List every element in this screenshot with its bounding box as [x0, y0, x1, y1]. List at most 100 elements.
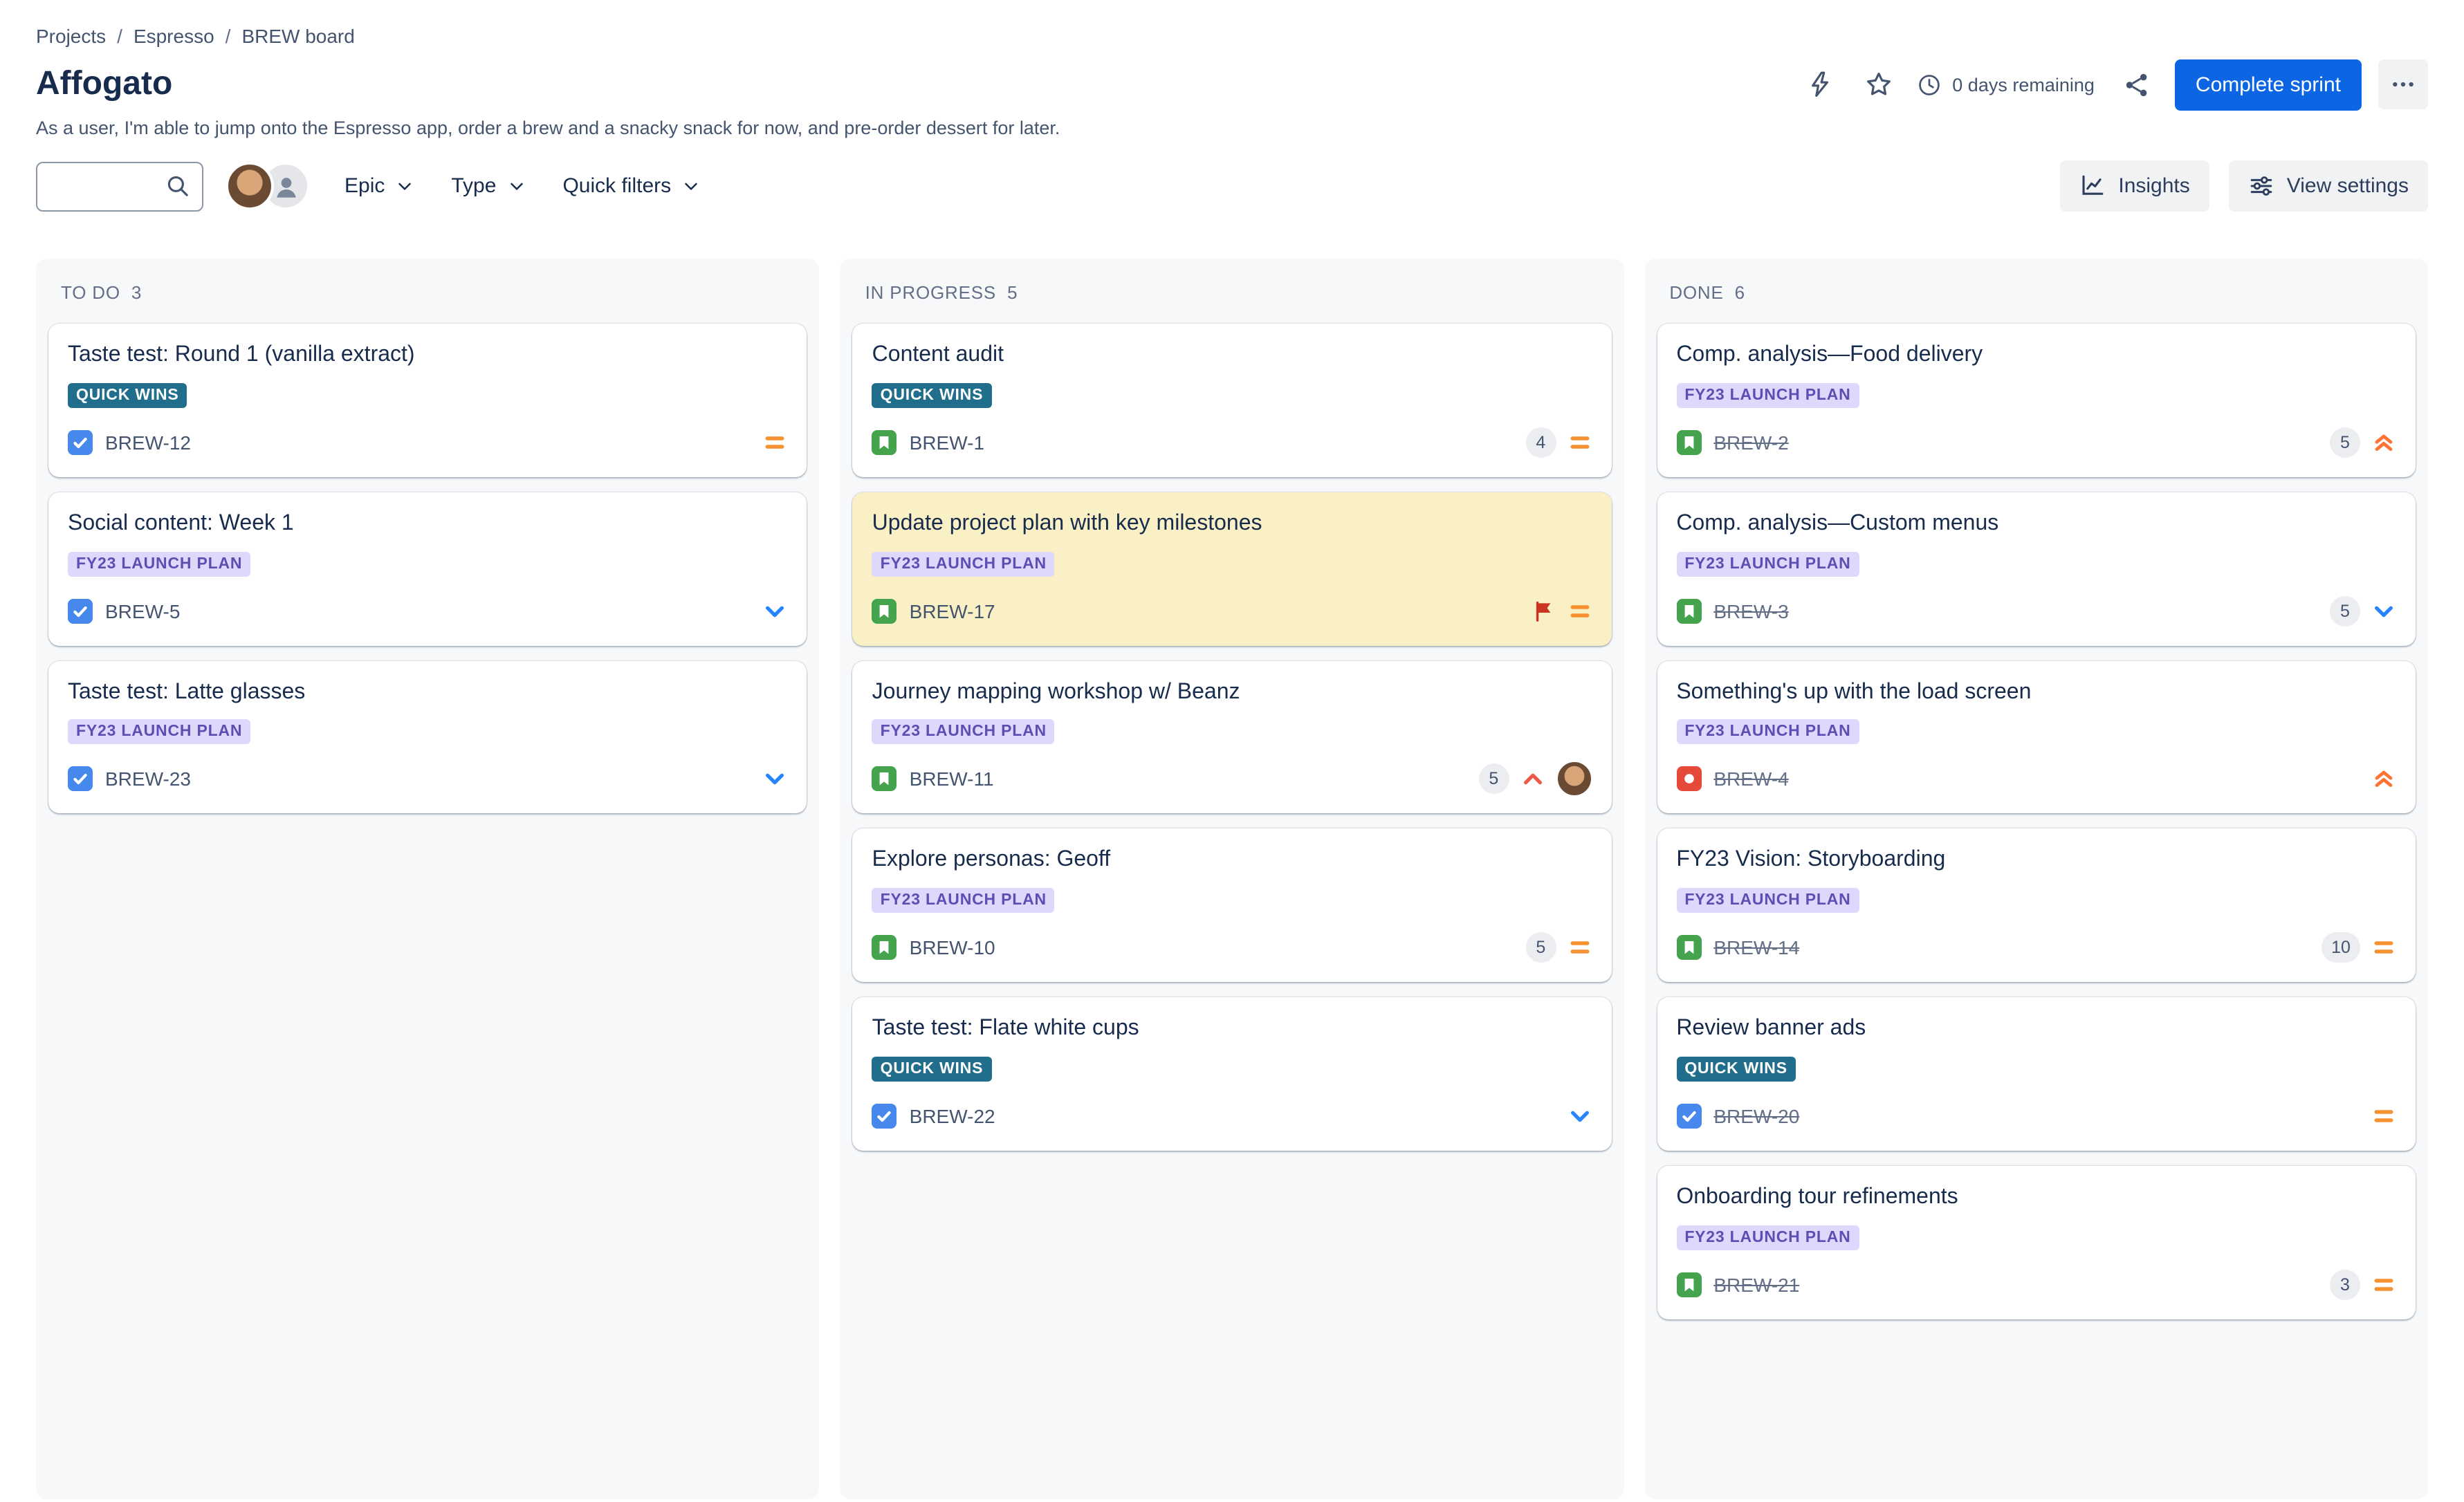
epic-badge: FY23 LAUNCH PLAN [68, 551, 251, 577]
task-icon [68, 598, 93, 624]
epic-filter-label: Epic [344, 174, 385, 198]
card-footer: BREW-23 [68, 763, 788, 796]
chevron-down-icon [506, 176, 526, 196]
breadcrumb-projects[interactable]: Projects [36, 25, 107, 47]
priority-medium-icon [1567, 935, 1592, 960]
epic-badge: FY23 LAUNCH PLAN [1676, 382, 1859, 408]
priority-low-icon [763, 767, 788, 792]
issue-title: Something's up with the load screen [1676, 680, 2032, 704]
column-header: DONE 6 [1644, 259, 2428, 314]
more-icon[interactable] [2378, 59, 2428, 109]
estimate-badge: 5 [1478, 763, 1509, 795]
column-count: 3 [131, 282, 142, 303]
board-column-inprogress: IN PROGRESS 5 Content audit QUICK WINS B… [840, 259, 1624, 1499]
assignee-avatar[interactable] [1556, 761, 1592, 797]
priority-medium-icon [2371, 935, 2396, 960]
story-icon [872, 935, 897, 961]
issue-card[interactable]: Something's up with the load screen FY23… [1657, 660, 2416, 814]
search-box [36, 161, 203, 211]
card-footer: BREW-20 [1676, 1100, 2396, 1133]
column-title: DONE [1669, 282, 1724, 303]
lightning-icon[interactable] [1800, 64, 1841, 105]
story-icon [872, 766, 897, 792]
epic-badge: FY23 LAUNCH PLAN [872, 888, 1055, 914]
issue-card[interactable]: Explore personas: Geoff FY23 LAUNCH PLAN… [852, 828, 1612, 983]
card-footer: BREW-1 4 [872, 426, 1592, 459]
insights-label: Insights [2118, 174, 2190, 198]
issue-title: Journey mapping workshop w/ Beanz [872, 680, 1240, 704]
search-input[interactable] [36, 161, 203, 211]
column-header: IN PROGRESS 5 [840, 259, 1624, 314]
clock-icon [1916, 71, 1942, 98]
chevron-down-icon [681, 176, 701, 196]
priority-medium-icon [1567, 598, 1592, 623]
estimate-badge: 4 [1525, 427, 1556, 458]
star-icon[interactable] [1858, 64, 1900, 105]
story-icon [872, 598, 897, 624]
card-list: Taste test: Round 1 (vanilla extract) QU… [36, 314, 820, 826]
column-title: TO DO [61, 282, 120, 303]
quick-filters-dropdown[interactable]: Quick filters [547, 163, 717, 209]
priority-highest-icon [2371, 767, 2396, 792]
task-icon [68, 429, 93, 455]
unassigned-avatar[interactable] [261, 162, 310, 210]
issue-card[interactable]: Comp. analysis—Custom menus FY23 LAUNCH … [1657, 492, 2416, 646]
card-footer: BREW-4 [1676, 763, 2396, 796]
epic-badge: FY23 LAUNCH PLAN [872, 719, 1055, 745]
card-list: Comp. analysis—Food delivery FY23 LAUNCH… [1644, 314, 2428, 1332]
column-count: 5 [1007, 282, 1018, 303]
issue-card[interactable]: Journey mapping workshop w/ Beanz FY23 L… [852, 660, 1612, 814]
type-filter-dropdown[interactable]: Type [436, 163, 542, 209]
share-icon[interactable] [2117, 64, 2158, 105]
sprint-title: Affogato [36, 65, 173, 102]
issue-card[interactable]: Update project plan with key milestones … [852, 492, 1612, 646]
issue-title: Social content: Week 1 [68, 511, 294, 535]
issue-title: Comp. analysis—Food delivery [1676, 343, 1983, 367]
issue-card[interactable]: Taste test: Flate white cups QUICK WINS … [852, 997, 1612, 1151]
column-count: 6 [1734, 282, 1745, 303]
issue-title: Comp. analysis—Custom menus [1676, 511, 1999, 535]
priority-high-icon [1520, 767, 1545, 792]
view-settings-icon [2248, 173, 2274, 199]
issue-title: Explore personas: Geoff [872, 848, 1111, 872]
issue-card[interactable]: Taste test: Round 1 (vanilla extract) QU… [48, 324, 807, 477]
sprint-goal: As a user, I'm able to jump onto the Esp… [36, 118, 1060, 138]
board: TO DO 3 Taste test: Round 1 (vanilla ext… [0, 259, 2464, 1499]
complete-sprint-button[interactable]: Complete sprint [2174, 59, 2362, 110]
issue-card[interactable]: Social content: Week 1 FY23 LAUNCH PLAN … [48, 492, 807, 646]
issue-title: Taste test: Flate white cups [872, 1017, 1139, 1041]
column-header: TO DO 3 [36, 259, 820, 314]
issue-title: Taste test: Round 1 (vanilla extract) [68, 343, 415, 367]
avatar-generic-icon [270, 171, 301, 201]
issue-key: BREW-11 [909, 768, 994, 790]
epic-badge: QUICK WINS [872, 1056, 992, 1082]
issue-card[interactable]: Onboarding tour refinements FY23 LAUNCH … [1657, 1165, 2416, 1319]
issue-card[interactable]: Review banner ads QUICK WINS BREW-20 [1657, 997, 2416, 1151]
avatar-group [226, 162, 310, 210]
epic-filter-dropdown[interactable]: Epic [329, 163, 430, 209]
epic-badge: FY23 LAUNCH PLAN [1676, 719, 1859, 745]
days-remaining-label: 0 days remaining [1952, 74, 2095, 95]
estimate-badge: 3 [2329, 1269, 2360, 1300]
user-avatar[interactable] [226, 162, 274, 210]
breadcrumb-brew-board[interactable]: BREW board [241, 25, 355, 47]
issue-card[interactable]: Comp. analysis—Food delivery FY23 LAUNCH… [1657, 324, 2416, 477]
insights-button[interactable]: Insights [2060, 160, 2209, 212]
view-settings-button[interactable]: View settings [2228, 160, 2428, 212]
issue-card[interactable]: Taste test: Latte glasses FY23 LAUNCH PL… [48, 660, 807, 814]
epic-badge: FY23 LAUNCH PLAN [1676, 1225, 1859, 1250]
breadcrumb-espresso[interactable]: Espresso [133, 25, 214, 47]
estimate-badge: 5 [2329, 595, 2360, 627]
issue-key: BREW-21 [1713, 1273, 1800, 1296]
task-icon [1676, 1103, 1702, 1129]
issue-card[interactable]: FY23 Vision: Storyboarding FY23 LAUNCH P… [1657, 828, 2416, 983]
issue-title: Update project plan with key milestones [872, 511, 1262, 535]
insights-icon [2079, 173, 2106, 199]
view-settings-label: View settings [2286, 174, 2409, 198]
card-footer: BREW-3 5 [1676, 594, 2396, 627]
search-icon [163, 171, 192, 207]
estimate-badge: 5 [1525, 932, 1556, 963]
issue-card[interactable]: Content audit QUICK WINS BREW-1 4 [852, 324, 1612, 477]
days-remaining: 0 days remaining [1916, 71, 2095, 98]
issue-key: BREW-22 [909, 1104, 995, 1127]
